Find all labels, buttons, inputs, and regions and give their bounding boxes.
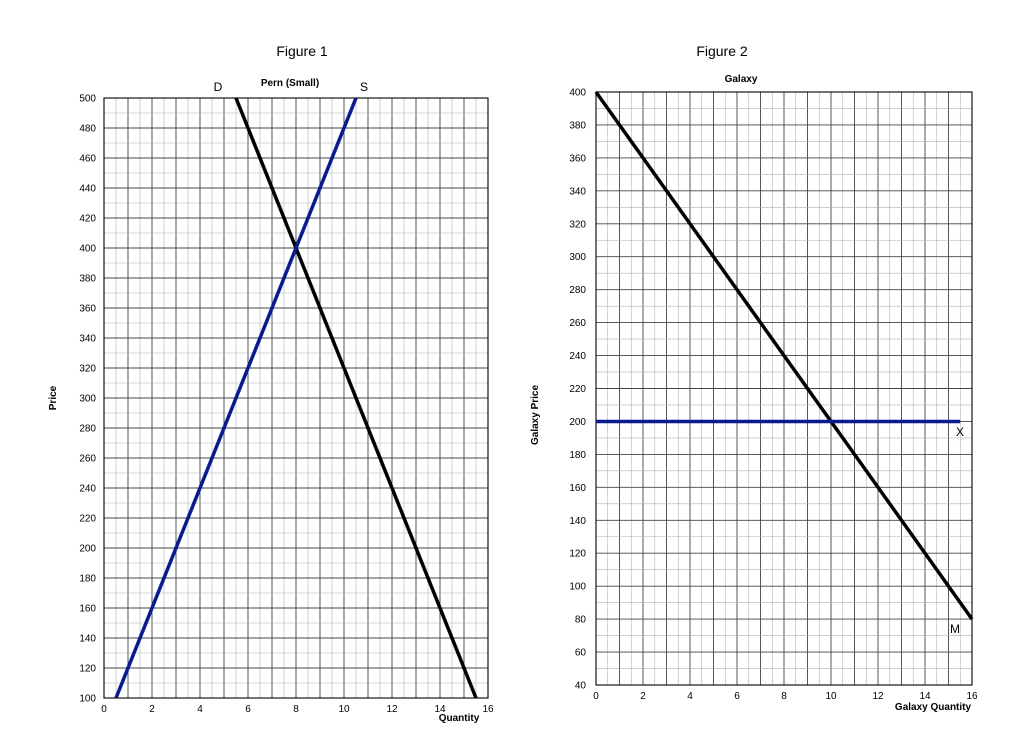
figure-2-grid [595,91,973,686]
x-tick-label: 16 [482,704,494,715]
x-tick-label: 2 [149,704,155,715]
y-tick-label: 140 [569,516,586,527]
y-tick-label: 240 [569,351,586,362]
x-tick-label: 14 [434,704,446,715]
figure-1-x-tick-labels: 0 2 4 6 8 10 12 14 16 [101,704,494,715]
y-tick-label: 80 [575,615,587,626]
y-tick-label: 180 [79,574,96,585]
y-tick-label: 200 [569,417,586,428]
figure-1-y-tick-labels: 100 120 140 160 180 200 220 240 260 280 300 320 340 3… [79,94,96,705]
plot-frame [595,91,973,686]
y-tick-label: 440 [79,184,96,195]
y-tick-label: 160 [79,604,96,615]
series-line-d [234,97,478,699]
figure-2-y-axis-label: Galaxy Price [530,385,541,445]
figure-2-x-tick-labels: 0 2 4 6 8 10 12 14 16 [593,691,978,702]
plot-frame [103,97,489,699]
y-tick-label: 280 [569,285,586,296]
y-tick-label: 220 [79,514,96,525]
y-tick-label: 260 [79,454,96,465]
figure-1-demand-label: D [214,80,223,94]
y-tick-label: 360 [79,304,96,315]
x-tick-label: 8 [293,704,299,715]
y-tick-label: 120 [569,549,586,560]
figure-2-y-tick-labels: 40 60 80 100 120 140 160 180 200 220 240 260 280 300 3… [569,88,586,692]
figure-1-grid [103,97,489,699]
x-tick-label: 12 [386,704,398,715]
x-tick-label: 4 [687,691,693,702]
y-tick-label: 380 [569,120,586,131]
x-tick-label: 6 [245,704,251,715]
x-tick-label: 10 [825,691,837,702]
y-tick-label: 60 [575,648,587,659]
figure-1: Figure 1 Pern (Small) 100120140160180200… [48,43,494,724]
x-tick-label: 0 [593,691,599,702]
y-tick-label: 400 [79,244,96,255]
y-tick-label: 300 [569,252,586,263]
x-tick-label: 14 [919,691,931,702]
x-tick-label: 6 [734,691,740,702]
figure-2-x-line-label: X [956,425,964,439]
x-tick-label: 2 [640,691,646,702]
y-tick-label: 340 [569,186,586,197]
figure-1-chart-title: Pern (Small) [261,78,319,89]
y-tick-label: 220 [569,384,586,395]
figure-1-supply-label: S [360,80,368,94]
x-tick-label: 4 [197,704,203,715]
y-tick-label: 100 [569,582,586,593]
series-line-s [114,97,358,699]
y-tick-label: 320 [79,364,96,375]
y-tick-label: 180 [569,450,586,461]
y-tick-label: 240 [79,484,96,495]
y-tick-label: 360 [569,153,586,164]
x-tick-label: 0 [101,704,107,715]
y-tick-label: 340 [79,334,96,345]
y-tick-label: 500 [79,94,96,105]
y-tick-label: 300 [79,394,96,405]
y-tick-label: 320 [569,219,586,230]
figure-2-m-line-label: M [950,622,960,636]
y-tick-label: 420 [79,214,96,225]
figure-1-heading: Figure 1 [276,43,328,59]
y-tick-label: 280 [79,424,96,435]
y-tick-label: 380 [79,274,96,285]
y-tick-label: 200 [79,544,96,555]
figure-2-x-axis-label: Galaxy Quantity [895,702,972,713]
figure-2: Figure 2 Galaxy 406080100120140160180200… [530,43,978,713]
y-tick-label: 40 [575,681,587,692]
figure-1-y-axis-label: Price [48,385,59,410]
x-tick-label: 8 [781,691,787,702]
y-tick-label: 480 [79,124,96,135]
figure-2-chart-title: Galaxy [725,74,758,85]
y-tick-label: 460 [79,154,96,165]
figure-2-series [594,90,974,621]
figure-1-series [114,97,478,699]
y-tick-label: 400 [569,88,586,99]
series-line-m [594,90,974,621]
x-tick-label: 12 [872,691,884,702]
x-tick-label: 16 [966,691,978,702]
figure-2-heading: Figure 2 [696,43,748,59]
figure-1-x-axis-label: Quantity [439,713,480,724]
y-tick-label: 100 [79,694,96,705]
y-tick-label: 120 [79,664,96,675]
x-tick-label: 10 [338,704,350,715]
y-tick-label: 160 [569,483,586,494]
y-tick-label: 260 [569,318,586,329]
y-tick-label: 140 [79,634,96,645]
